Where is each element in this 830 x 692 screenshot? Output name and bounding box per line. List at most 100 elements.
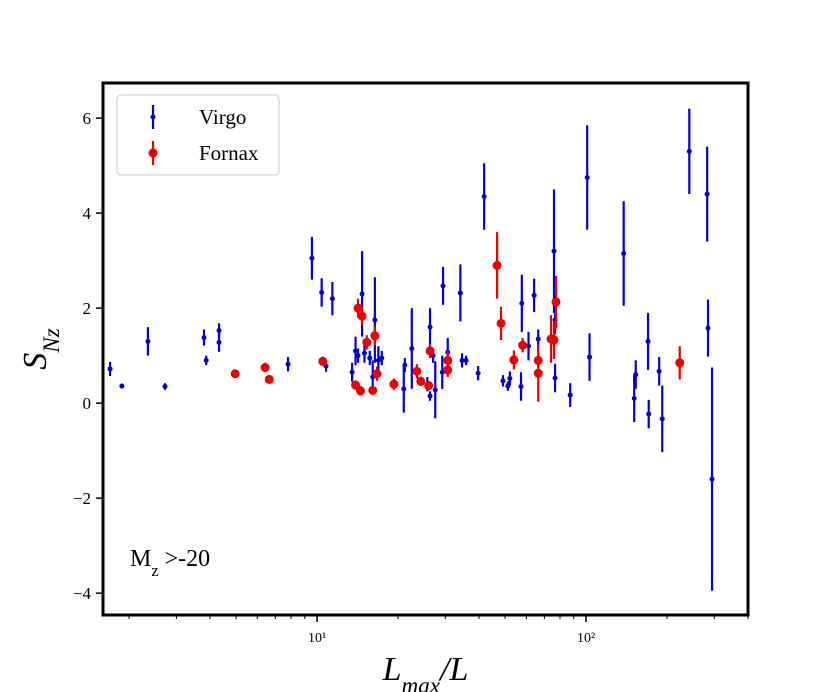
marker bbox=[216, 327, 222, 333]
legend-box bbox=[116, 94, 280, 176]
marker bbox=[107, 366, 113, 372]
marker bbox=[440, 283, 446, 289]
marker bbox=[549, 335, 559, 345]
marker bbox=[533, 368, 543, 378]
marker bbox=[518, 384, 524, 390]
marker bbox=[463, 357, 469, 363]
marker bbox=[427, 324, 433, 330]
marker bbox=[362, 337, 372, 347]
text-part: S bbox=[17, 353, 54, 370]
marker bbox=[443, 355, 453, 365]
marker bbox=[203, 357, 209, 363]
marker bbox=[402, 362, 408, 368]
marker bbox=[264, 374, 274, 384]
marker bbox=[645, 338, 651, 344]
marker bbox=[475, 370, 481, 376]
marker bbox=[372, 317, 378, 323]
marker bbox=[230, 369, 240, 379]
legend-label: Fornax bbox=[199, 141, 259, 165]
marker bbox=[633, 372, 639, 378]
marker bbox=[353, 303, 363, 313]
marker bbox=[427, 393, 433, 399]
marker bbox=[401, 386, 407, 392]
marker bbox=[353, 348, 359, 354]
marker bbox=[509, 355, 519, 365]
y-tick-label: 0 bbox=[83, 394, 92, 413]
marker bbox=[656, 368, 662, 374]
marker bbox=[659, 416, 665, 422]
marker bbox=[216, 339, 222, 345]
marker bbox=[389, 379, 399, 389]
marker bbox=[355, 386, 365, 396]
marker bbox=[145, 338, 151, 344]
marker bbox=[551, 248, 557, 254]
marker bbox=[359, 291, 365, 297]
marker bbox=[349, 369, 355, 375]
marker bbox=[496, 318, 506, 328]
marker bbox=[519, 300, 525, 306]
marker bbox=[367, 355, 373, 361]
marker bbox=[162, 384, 168, 390]
marker bbox=[535, 336, 541, 342]
marker bbox=[646, 411, 652, 417]
marker bbox=[260, 363, 270, 373]
marker bbox=[370, 331, 380, 341]
marker bbox=[368, 385, 378, 395]
marker bbox=[119, 383, 125, 389]
x-tick-label: 10² bbox=[577, 631, 595, 646]
marker bbox=[424, 381, 434, 391]
marker bbox=[355, 353, 361, 359]
marker bbox=[329, 296, 335, 302]
legend-label: Virgo bbox=[199, 105, 246, 129]
marker bbox=[357, 311, 367, 321]
marker bbox=[492, 260, 502, 270]
text-part: >-20 bbox=[159, 546, 211, 572]
marker bbox=[507, 375, 513, 381]
marker bbox=[481, 194, 487, 200]
marker bbox=[443, 365, 453, 375]
marker bbox=[704, 191, 710, 197]
marker bbox=[621, 251, 627, 257]
y-tick-label: −2 bbox=[73, 489, 91, 508]
marker bbox=[372, 369, 382, 379]
y-tick-label: 6 bbox=[83, 109, 92, 128]
marker bbox=[457, 290, 463, 296]
marker bbox=[409, 346, 415, 352]
text-part: /L bbox=[438, 651, 468, 688]
marker bbox=[709, 476, 715, 482]
marker bbox=[318, 356, 328, 366]
marker bbox=[551, 297, 561, 307]
y-tick-label: −4 bbox=[73, 584, 92, 603]
marker bbox=[459, 357, 465, 363]
legend-marker bbox=[148, 148, 158, 158]
text-part: M bbox=[130, 546, 151, 572]
text-part: max bbox=[402, 673, 441, 692]
marker bbox=[425, 346, 435, 356]
text-part: L bbox=[382, 651, 402, 688]
marker bbox=[412, 366, 422, 376]
marker bbox=[567, 392, 573, 398]
marker bbox=[432, 387, 438, 393]
annotation-text: Mz >-20 bbox=[130, 546, 210, 580]
y-tick-label: 4 bbox=[83, 204, 92, 223]
marker bbox=[675, 358, 685, 368]
marker bbox=[552, 375, 558, 381]
legend-marker bbox=[150, 114, 156, 120]
marker bbox=[201, 335, 207, 341]
marker bbox=[518, 340, 528, 350]
marker bbox=[631, 395, 637, 401]
marker bbox=[500, 378, 506, 384]
xlabel-text: Lmax/L bbox=[382, 651, 469, 692]
marker bbox=[584, 175, 590, 181]
marker bbox=[531, 292, 537, 298]
y-tick-label: 2 bbox=[83, 299, 92, 318]
text-part: z bbox=[151, 561, 158, 580]
marker bbox=[361, 350, 367, 356]
x-tick-label: 10¹ bbox=[308, 631, 326, 646]
marker bbox=[319, 289, 325, 295]
marker bbox=[705, 325, 711, 331]
ylabel-text: SNz bbox=[17, 328, 65, 369]
marker bbox=[416, 376, 426, 386]
